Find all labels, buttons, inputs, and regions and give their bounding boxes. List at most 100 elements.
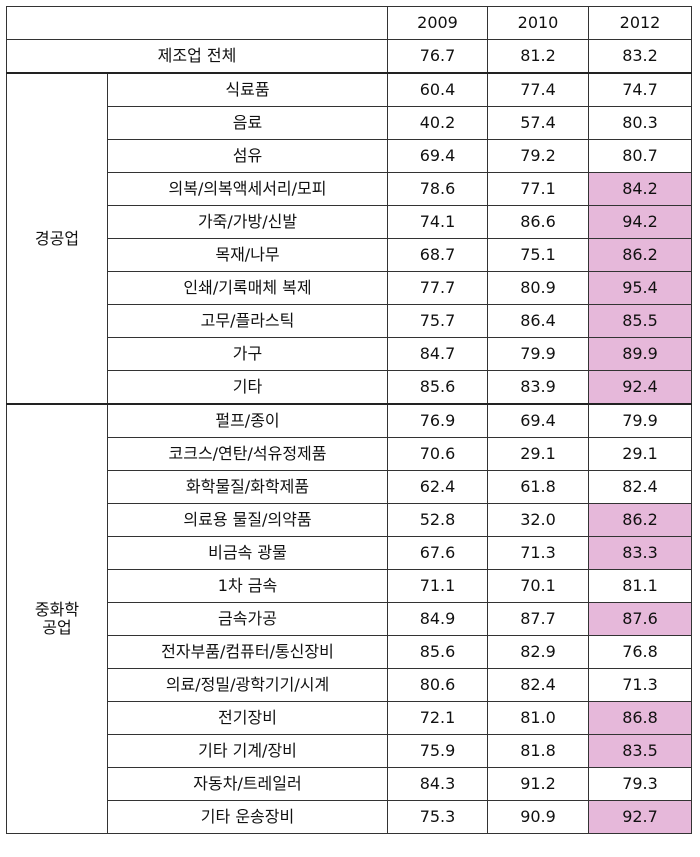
value-cell-2009: 75.3 — [387, 800, 488, 834]
value-cell-2012: 86.2 — [588, 503, 692, 537]
value-cell-2012: 29.1 — [588, 437, 692, 471]
value-cell-2012: 86.8 — [588, 701, 692, 735]
value-cell-2010: 81.0 — [487, 701, 589, 735]
value-cell-2012: 80.3 — [588, 106, 692, 140]
value-cell-2009: 85.6 — [387, 370, 488, 405]
value-cell-2012: 79.9 — [588, 403, 692, 438]
table-row: 섬유 69.4 79.2 80.7 — [7, 139, 692, 173]
value-cell-2010: 77.1 — [487, 172, 589, 206]
table-row: 목재/나무 68.7 75.1 86.2 — [7, 238, 692, 272]
industry-label: 전기장비 — [107, 701, 388, 735]
group-label-line: 경공업 — [34, 228, 80, 248]
table-row: 의료용 물질/의약품 52.8 32.0 86.2 — [7, 503, 692, 537]
value-cell-2009: 80.6 — [387, 668, 488, 702]
value-cell-2012: 92.7 — [588, 800, 692, 834]
industry-label: 자동차/트레일러 — [107, 767, 388, 801]
table-row: 인쇄/기록매체 복제 77.7 80.9 95.4 — [7, 271, 692, 305]
total-row: 제조업 전체 76.7 81.2 83.2 — [6, 39, 692, 74]
value-cell-2009: 62.4 — [387, 470, 488, 504]
value-cell-2009: 40.2 — [387, 106, 488, 140]
total-value-2009: 76.7 — [387, 39, 488, 74]
group-label-line: 공업 — [42, 618, 72, 637]
industry-label: 식료품 — [107, 72, 388, 107]
table-row: 고무/플라스틱 75.7 86.4 85.5 — [7, 304, 692, 338]
industry-label: 고무/플라스틱 — [107, 304, 388, 338]
table-row: 가죽/가방/신발 74.1 86.6 94.2 — [7, 205, 692, 239]
value-cell-2010: 61.8 — [487, 470, 589, 504]
value-cell-2012: 87.6 — [588, 602, 692, 636]
industry-label: 기타 — [107, 370, 388, 405]
value-cell-2010: 80.9 — [487, 271, 589, 305]
value-cell-2012: 81.1 — [588, 569, 692, 603]
value-cell-2009: 75.9 — [387, 734, 488, 768]
table-row: 경공업 식료품 60.4 77.4 74.7 — [6, 72, 692, 405]
value-cell-2012: 76.8 — [588, 635, 692, 669]
value-cell-2009: 77.7 — [387, 271, 488, 305]
value-cell-2012: 80.7 — [588, 139, 692, 173]
value-cell-2009: 71.1 — [387, 569, 488, 603]
value-cell-2012: 94.2 — [588, 205, 692, 239]
industry-label: 음료 — [107, 106, 388, 140]
table-row: 기타 기계/장비 75.9 81.8 83.5 — [7, 734, 692, 768]
data-table-container: 2009 2010 2012 제조업 전체 76.7 81.2 83.2 경공업 식료품 60.4… — [6, 6, 692, 834]
total-value-2010: 81.2 — [487, 39, 589, 74]
value-cell-2012: 79.3 — [588, 767, 692, 801]
value-cell-2009: 67.6 — [387, 536, 488, 570]
industry-label: 가구 — [107, 337, 388, 371]
year-header-2010: 2010 — [487, 6, 589, 40]
industry-label: 의복/의복액세서리/모피 — [107, 172, 388, 206]
table-row: 가구 84.7 79.9 89.9 — [7, 337, 692, 371]
group-label: 중화학 공업 — [6, 403, 108, 834]
table-row: 자동차/트레일러 84.3 91.2 79.3 — [7, 767, 692, 801]
value-cell-2010: 81.8 — [487, 734, 589, 768]
table-row: 기타 85.6 83.9 92.4 — [7, 370, 692, 405]
value-cell-2010: 87.7 — [487, 602, 589, 636]
table-row: 전자부품/컴퓨터/통신장비 85.6 82.9 76.8 — [7, 635, 692, 669]
year-header-2012: 2012 — [588, 6, 692, 40]
value-cell-2010: 32.0 — [487, 503, 589, 537]
total-value-2012: 83.2 — [588, 39, 692, 74]
industry-label: 전자부품/컴퓨터/통신장비 — [107, 635, 388, 669]
value-cell-2012: 82.4 — [588, 470, 692, 504]
value-cell-2010: 83.9 — [487, 370, 589, 405]
header-empty-cell — [6, 6, 388, 40]
table-row: 음료 40.2 57.4 80.3 — [7, 106, 692, 140]
value-cell-2012: 85.5 — [588, 304, 692, 338]
value-cell-2009: 70.6 — [387, 437, 488, 471]
value-cell-2010: 86.6 — [487, 205, 589, 239]
table-row: 화학물질/화학제품 62.4 61.8 82.4 — [7, 470, 692, 504]
table-row: 의료/정밀/광학기기/시계 80.6 82.4 71.3 — [7, 668, 692, 702]
table-row: 기타 운송장비 75.3 90.9 92.7 — [7, 800, 692, 834]
table-row: 1차 금속 71.1 70.1 81.1 — [7, 569, 692, 603]
table-row: 코크스/연탄/석유정제품 70.6 29.1 29.1 — [7, 437, 692, 471]
industry-label: 섬유 — [107, 139, 388, 173]
value-cell-2009: 68.7 — [387, 238, 488, 272]
value-cell-2009: 84.7 — [387, 337, 488, 371]
industry-label: 비금속 광물 — [107, 536, 388, 570]
industry-label: 가죽/가방/신발 — [107, 205, 388, 239]
value-cell-2012: 71.3 — [588, 668, 692, 702]
value-cell-2010: 77.4 — [487, 72, 589, 107]
value-cell-2010: 82.4 — [487, 668, 589, 702]
value-cell-2010: 70.1 — [487, 569, 589, 603]
value-cell-2009: 78.6 — [387, 172, 488, 206]
industry-label: 목재/나무 — [107, 238, 388, 272]
utilization-rate-table: 2009 2010 2012 제조업 전체 76.7 81.2 83.2 경공업 식료품 60.4… — [6, 6, 692, 834]
value-cell-2009: 52.8 — [387, 503, 488, 537]
table-row: 전기장비 72.1 81.0 86.8 — [7, 701, 692, 735]
value-cell-2010: 90.9 — [487, 800, 589, 834]
value-cell-2010: 29.1 — [487, 437, 589, 471]
value-cell-2010: 69.4 — [487, 403, 589, 438]
total-label: 제조업 전체 — [6, 39, 388, 74]
value-cell-2009: 84.9 — [387, 602, 488, 636]
value-cell-2009: 75.7 — [387, 304, 488, 338]
value-cell-2012: 95.4 — [588, 271, 692, 305]
value-cell-2009: 85.6 — [387, 635, 488, 669]
industry-label: 화학물질/화학제품 — [107, 470, 388, 504]
value-cell-2012: 84.2 — [588, 172, 692, 206]
header-row: 2009 2010 2012 — [6, 6, 692, 40]
value-cell-2012: 92.4 — [588, 370, 692, 405]
industry-label: 금속가공 — [107, 602, 388, 636]
table-row: 중화학 공업 펄프/종이 76.9 69.4 79.9 — [6, 403, 692, 834]
value-cell-2009: 76.9 — [387, 403, 488, 438]
